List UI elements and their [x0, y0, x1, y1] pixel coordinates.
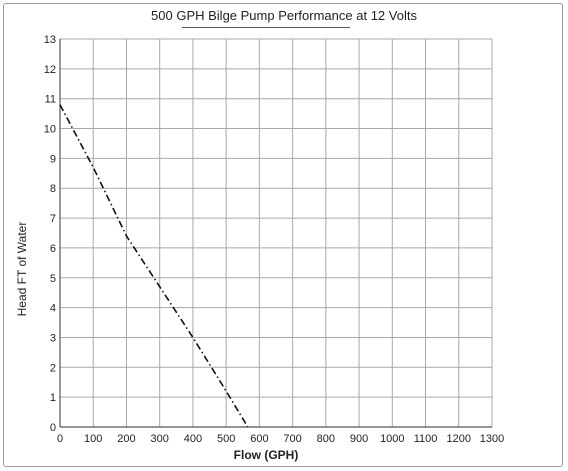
- x-tick-label: 0: [57, 433, 63, 445]
- series-line: [59, 104, 249, 428]
- y-tick-label: 3: [50, 332, 56, 344]
- y-tick-label: 5: [50, 273, 56, 285]
- x-tick-label: 200: [117, 433, 135, 445]
- y-tick-label: 9: [50, 153, 56, 165]
- x-axis-label: Flow (GPH): [233, 448, 299, 462]
- x-tick-label: 400: [184, 433, 202, 445]
- x-tick-label: 100: [84, 433, 102, 445]
- chart-frame: [3, 3, 563, 467]
- x-tick-label: 1100: [414, 433, 438, 445]
- x-tick-label: 500: [217, 433, 235, 445]
- y-tick-label: 0: [50, 422, 56, 434]
- y-tick-label: 8: [50, 183, 56, 195]
- y-tick-label: 4: [50, 303, 56, 315]
- x-tick-label: 800: [317, 433, 335, 445]
- y-tick-label: 7: [50, 213, 56, 225]
- chart-title: 500 GPH Bilge Pump Performance at 12 Vol…: [151, 8, 417, 23]
- y-tick-label: 2: [50, 362, 56, 374]
- y-tick-label: 10: [44, 124, 56, 136]
- y-tick-label: 1: [50, 392, 56, 404]
- y-tick-label: 11: [45, 94, 56, 106]
- x-tick-label: 600: [250, 433, 268, 445]
- y-tick-label: 13: [44, 34, 56, 46]
- x-tick-label: 700: [283, 433, 301, 445]
- y-tick-label: 12: [44, 64, 56, 76]
- title-underline: [182, 27, 350, 28]
- x-tick-label: 1200: [447, 433, 471, 445]
- x-tick-label: 1000: [380, 433, 404, 445]
- x-tick-label: 900: [350, 433, 368, 445]
- y-tick-label: 6: [50, 243, 56, 255]
- x-tick-label: 300: [151, 433, 169, 445]
- x-tick-label: 1300: [480, 433, 504, 445]
